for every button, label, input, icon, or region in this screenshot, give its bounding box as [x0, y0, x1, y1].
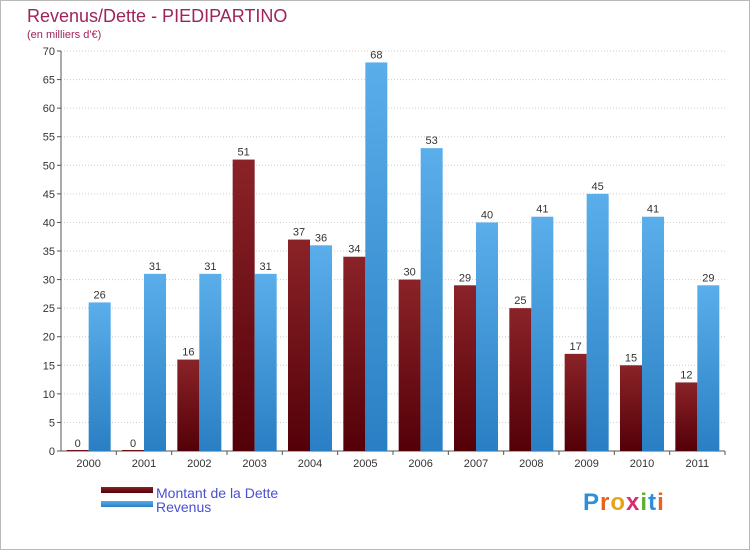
y-tick-label: 60 — [43, 103, 55, 115]
y-tick-label: 70 — [43, 46, 55, 58]
logo-letter: i — [657, 489, 665, 516]
dette-bar — [177, 359, 200, 451]
data-label: 68 — [370, 49, 382, 61]
revenus-bar — [310, 245, 332, 451]
data-label: 36 — [315, 232, 327, 244]
data-label: 12 — [680, 369, 692, 381]
data-label: 17 — [570, 341, 582, 353]
data-label: 30 — [404, 267, 416, 279]
revenus-bar — [697, 285, 720, 451]
y-tick-label: 25 — [43, 303, 55, 315]
data-label: 26 — [94, 289, 106, 301]
dette-bar — [620, 365, 642, 451]
y-tick-label: 40 — [43, 217, 55, 229]
dette-bar — [232, 159, 255, 452]
logo-letter: t — [648, 489, 658, 516]
data-label: 25 — [514, 295, 526, 307]
y-tick-label: 30 — [43, 275, 55, 287]
revenus-bar — [88, 302, 111, 451]
bars — [66, 62, 720, 452]
logo-letter: P — [583, 489, 601, 516]
revenus-bar — [642, 216, 664, 451]
x-tick-label: 2011 — [686, 458, 710, 470]
data-label: 40 — [481, 209, 493, 221]
data-label: 29 — [459, 272, 471, 284]
data-label: 53 — [426, 135, 438, 147]
dette-bar — [343, 256, 366, 451]
revenus-bar — [254, 273, 277, 451]
data-label: 37 — [293, 227, 305, 239]
dette-bar — [66, 450, 89, 451]
revenus-bar — [420, 148, 443, 451]
dette-bar — [454, 285, 476, 451]
y-tick-label: 0 — [49, 446, 55, 458]
data-label: 15 — [625, 352, 637, 364]
legend-label-revenus: Revenus — [156, 499, 212, 515]
dette-bar — [288, 239, 310, 451]
data-label: 31 — [149, 261, 161, 273]
data-label: 31 — [204, 261, 216, 273]
data-label: 0 — [130, 438, 136, 450]
y-tick-label: 55 — [43, 132, 55, 144]
data-label: 0 — [75, 438, 81, 450]
dette-bar — [509, 308, 532, 451]
x-tick-label: 2001 — [132, 458, 156, 470]
dette-bar — [398, 279, 421, 451]
chart-title: Revenus/Dette - PIEDIPARTINO — [27, 6, 288, 26]
value-labels: 0 26 0 31 16 31 51 31 37 36 34 68 30 53 29 40 25 41 17 45 15… — [75, 49, 715, 450]
x-tick-label: 2007 — [464, 458, 488, 470]
x-tick-label: 2003 — [242, 458, 266, 470]
legend-swatch-revenus — [101, 501, 153, 507]
y-tick-label: 10 — [43, 389, 55, 401]
proxiti-logo: Proxiti — [583, 489, 665, 517]
y-tick-label: 45 — [43, 189, 55, 201]
revenus-bar — [476, 222, 498, 451]
y-tick-label: 15 — [43, 360, 55, 372]
data-label: 41 — [647, 204, 659, 216]
y-tick-label: 35 — [43, 246, 55, 258]
x-tick-label: 2006 — [408, 458, 432, 470]
data-label: 31 — [260, 261, 272, 273]
x-tick-label: 2009 — [574, 458, 598, 470]
data-label: 41 — [536, 204, 548, 216]
revenus-bar — [531, 216, 554, 451]
revenus-bar — [199, 273, 222, 451]
legend-label-dette: Montant de la Dette — [156, 485, 279, 501]
x-tick-label: 2004 — [298, 458, 322, 470]
y-tick-label: 50 — [43, 160, 55, 172]
revenus-bar — [586, 193, 609, 451]
y-tick-label: 20 — [43, 332, 55, 344]
dette-bar — [122, 450, 144, 451]
data-label: 16 — [182, 347, 194, 359]
y-tick-label: 5 — [49, 417, 55, 429]
revenus-bar — [144, 273, 166, 451]
logo-letter: r — [600, 489, 611, 516]
x-tick-label: 2008 — [519, 458, 543, 470]
dette-bar — [675, 382, 698, 451]
data-label: 45 — [592, 181, 604, 193]
logo-letter: i — [640, 489, 649, 516]
revenus-bar — [365, 62, 388, 452]
y-tick-label: 65 — [43, 75, 55, 87]
data-label: 51 — [238, 147, 250, 159]
logo-letter: x — [626, 489, 641, 516]
x-tick-label: 2005 — [353, 458, 377, 470]
x-tick-label: 2002 — [187, 458, 211, 470]
logo-letter: o — [610, 489, 627, 516]
x-tick-label: 2010 — [630, 458, 654, 470]
chart-subtitle: (en milliers d'€) — [27, 29, 102, 41]
dette-bar — [564, 353, 587, 451]
x-tick-label: 2000 — [76, 458, 100, 470]
data-label: 34 — [348, 244, 360, 256]
data-label: 29 — [702, 272, 714, 284]
legend-swatch-dette — [101, 487, 153, 493]
